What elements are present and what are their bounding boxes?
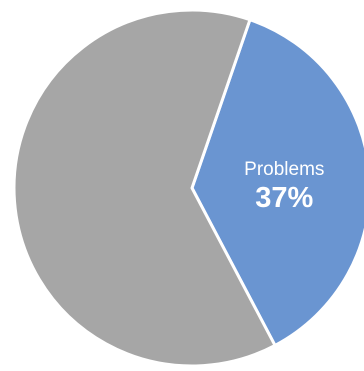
pie-slice-problems (190, 18, 364, 347)
pie-slice-1 (12, 8, 277, 368)
slice-label-name: Problems (244, 159, 324, 180)
pie-slices (12, 8, 364, 368)
slice-label-percent: 37% (255, 182, 313, 214)
